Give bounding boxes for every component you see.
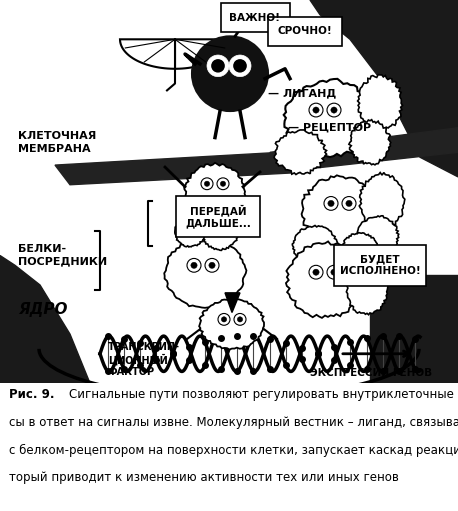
Text: Сигнальные пути позволяют регулировать внутриклеточные процес-: Сигнальные пути позволяют регулировать в… — [69, 388, 458, 401]
Circle shape — [309, 265, 323, 279]
Polygon shape — [359, 173, 405, 229]
Circle shape — [328, 200, 334, 206]
Circle shape — [237, 317, 243, 322]
Circle shape — [342, 197, 356, 211]
Circle shape — [191, 262, 197, 268]
Text: — РЕЦЕПТОР: — РЕЦЕПТОР — [288, 123, 371, 133]
Polygon shape — [342, 233, 378, 269]
Polygon shape — [286, 241, 365, 318]
Circle shape — [327, 265, 341, 279]
Circle shape — [229, 55, 251, 77]
Circle shape — [313, 269, 319, 275]
Circle shape — [313, 107, 319, 113]
Circle shape — [331, 107, 337, 113]
Polygon shape — [274, 130, 327, 175]
Text: ВАЖНО!: ВАЖНО! — [229, 13, 280, 22]
Polygon shape — [357, 216, 399, 257]
Polygon shape — [184, 163, 245, 220]
Text: сы в ответ на сигналы извне. Молекулярный вестник – лиганд, связываясь: сы в ответ на сигналы извне. Молекулярны… — [9, 416, 458, 429]
Circle shape — [217, 178, 229, 190]
Polygon shape — [358, 75, 403, 131]
Polygon shape — [346, 265, 388, 315]
Polygon shape — [199, 299, 264, 350]
Circle shape — [218, 313, 230, 326]
Text: с белком-рецептором на поверхности клетки, запускает каскад реакций, ко-: с белком-рецептором на поверхности клетк… — [9, 444, 458, 457]
Text: ЭКСПРЕССИЯ ГЕНОВ: ЭКСПРЕССИЯ ГЕНОВ — [310, 368, 432, 379]
FancyBboxPatch shape — [334, 245, 426, 286]
FancyBboxPatch shape — [176, 196, 260, 237]
Polygon shape — [202, 214, 239, 250]
Polygon shape — [0, 256, 90, 383]
Polygon shape — [164, 239, 246, 309]
Circle shape — [187, 259, 201, 272]
Text: торый приводит к изменению активности тех или иных генов: торый приводит к изменению активности те… — [9, 471, 399, 484]
Text: ТРАНСКРИП-
ЦИОННЫЙ
ФАКТОР: ТРАНСКРИП- ЦИОННЫЙ ФАКТОР — [108, 342, 180, 377]
Text: БУДЕТ
ИСПОЛНЕНО!: БУДЕТ ИСПОЛНЕНО! — [340, 254, 420, 276]
Circle shape — [205, 259, 219, 272]
Circle shape — [234, 313, 246, 326]
Polygon shape — [175, 217, 206, 247]
FancyBboxPatch shape — [268, 17, 342, 45]
Polygon shape — [284, 79, 377, 157]
Circle shape — [204, 181, 210, 187]
Text: Рис. 9.: Рис. 9. — [9, 388, 55, 401]
Circle shape — [327, 103, 341, 117]
Circle shape — [253, 5, 263, 15]
Text: БЕЛКИ-
ПОСРЕДНИКИ: БЕЛКИ- ПОСРЕДНИКИ — [18, 244, 107, 267]
Circle shape — [220, 181, 226, 187]
Polygon shape — [349, 120, 391, 165]
Polygon shape — [370, 275, 458, 383]
Circle shape — [221, 317, 227, 322]
Circle shape — [331, 269, 337, 275]
Circle shape — [209, 262, 215, 268]
Circle shape — [324, 197, 338, 211]
Polygon shape — [120, 39, 230, 69]
Circle shape — [201, 178, 213, 190]
Polygon shape — [292, 225, 338, 266]
Circle shape — [346, 200, 352, 206]
Text: ПЕРЕДАЙ
ДАЛЬШЕ...: ПЕРЕДАЙ ДАЛЬШЕ... — [185, 204, 251, 228]
Circle shape — [207, 55, 229, 77]
Circle shape — [309, 103, 323, 117]
FancyBboxPatch shape — [220, 4, 289, 32]
Circle shape — [212, 60, 224, 72]
Polygon shape — [301, 175, 379, 246]
Polygon shape — [55, 152, 310, 185]
Polygon shape — [310, 0, 458, 177]
Circle shape — [234, 60, 246, 72]
Text: СРОЧНО!: СРОЧНО! — [278, 27, 333, 36]
Text: КЛЕТОЧНАЯ
МЕМБРАНА: КЛЕТОЧНАЯ МЕМБРАНА — [18, 131, 96, 154]
Circle shape — [192, 36, 268, 111]
Text: ЯДРО: ЯДРО — [18, 302, 67, 317]
Polygon shape — [270, 128, 458, 172]
Text: — ЛИГАНД: — ЛИГАНД — [268, 88, 336, 98]
Polygon shape — [225, 293, 240, 313]
